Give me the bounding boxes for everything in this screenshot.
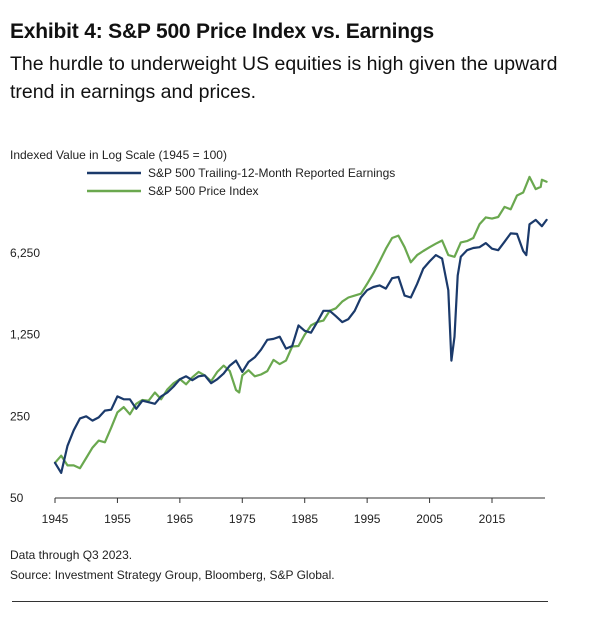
- y-tick-label: 6,250: [10, 246, 40, 260]
- chart-subtitle: The hurdle to underweight US equities is…: [10, 53, 558, 103]
- y-tick-label: 250: [10, 409, 30, 423]
- x-tick-label: 1985: [291, 512, 318, 526]
- y-axis-label: Indexed Value in Log Scale (1945 = 100): [10, 148, 227, 162]
- y-tick-label: 50: [10, 491, 24, 505]
- series-lines: [53, 175, 548, 474]
- legend-label-price: S&P 500 Price Index: [148, 184, 259, 198]
- footer-divider: [12, 601, 548, 602]
- x-tick-label: 2015: [479, 512, 506, 526]
- axes: 1945 1955 1965 1975 1985 1995 2005 2015 50 250 1,2…: [10, 246, 545, 526]
- x-tick-label: 1945: [42, 512, 69, 526]
- y-tick-label: 1,250: [10, 328, 40, 342]
- x-tick-label: 1955: [104, 512, 131, 526]
- source-note: Source: Investment Strategy Group, Bloom…: [10, 568, 335, 582]
- legend: S&P 500 Trailing-12-Month Reported Earni…: [87, 166, 395, 198]
- x-tick-label: 2005: [416, 512, 443, 526]
- data-note: Data through Q3 2023.: [10, 548, 133, 562]
- x-tick-label: 1975: [229, 512, 256, 526]
- x-tick-label: 1995: [354, 512, 381, 526]
- chart-title: Exhibit 4: S&P 500 Price Index vs. Earni…: [10, 20, 435, 43]
- legend-label-earnings: S&P 500 Trailing-12-Month Reported Earni…: [148, 166, 395, 180]
- earnings-line: [53, 218, 548, 474]
- price-line: [53, 175, 548, 470]
- x-tick-label: 1965: [167, 512, 194, 526]
